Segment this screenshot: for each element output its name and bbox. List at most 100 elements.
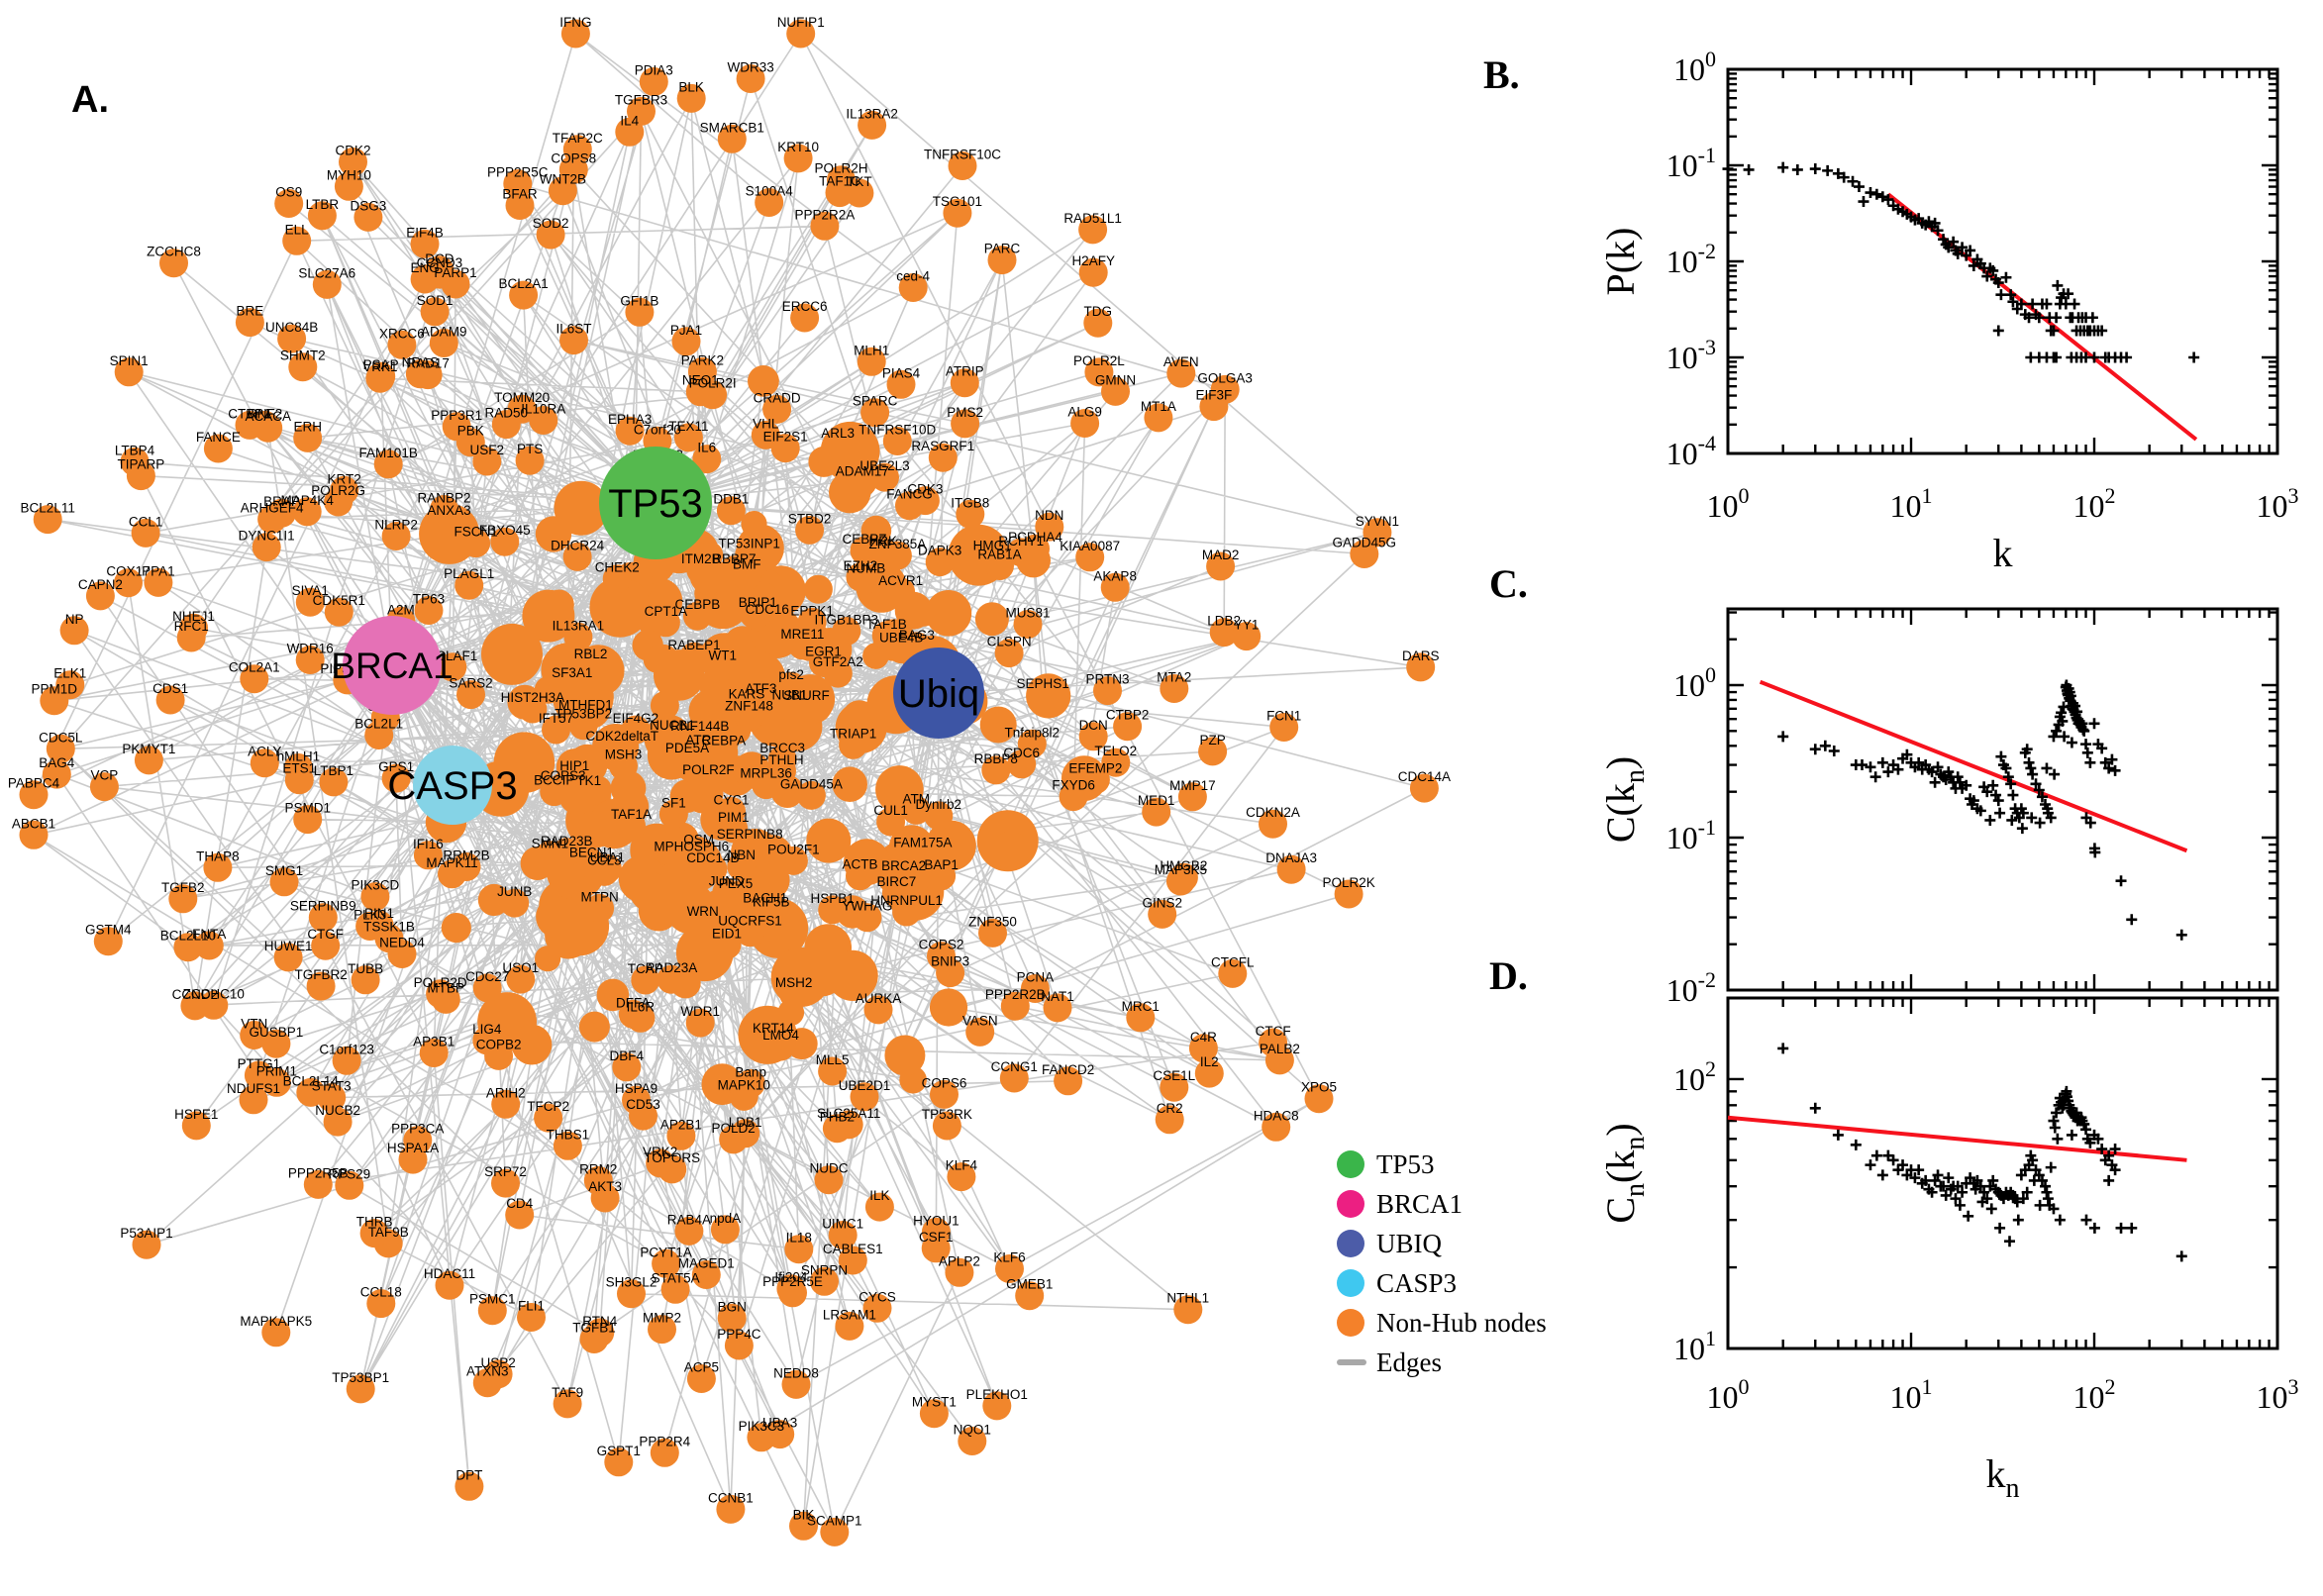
- non-hub-node: [364, 721, 394, 749]
- non-hub-node: [965, 1017, 995, 1047]
- gene-label: PLK3: [354, 908, 386, 923]
- non-hub-node: [239, 1085, 268, 1115]
- gene-label: UBE2D1: [839, 1078, 891, 1093]
- non-hub-node: [235, 308, 264, 338]
- non-hub-node: [559, 326, 588, 355]
- non-hub-node: [1070, 409, 1100, 438]
- gene-label: EIF4G2: [613, 711, 659, 726]
- gene-label: RABEP1: [667, 638, 720, 652]
- non-hub-node: [1259, 809, 1287, 839]
- gene-label: GADD45A: [780, 776, 843, 791]
- non-hub-node: [736, 64, 765, 93]
- brca1-hub-circle: [343, 616, 442, 715]
- non-hub-node: [1020, 974, 1050, 1003]
- non-hub-node: [958, 1427, 987, 1455]
- gene-label: HDAC8: [1254, 1108, 1299, 1123]
- non-hub-node: [832, 617, 861, 646]
- gene-label: ATF3: [745, 681, 776, 696]
- non-hub-node: [672, 745, 702, 774]
- non-hub-node: [307, 201, 337, 231]
- gene-label: PARK2: [681, 352, 724, 367]
- non-hub-node: [429, 329, 458, 357]
- gene-label: BAP1: [924, 857, 959, 872]
- non-hub-node: [323, 1107, 353, 1137]
- gene-label: EFEMP2: [1068, 761, 1122, 776]
- non-hub-node: [346, 1374, 375, 1404]
- gene-label: SIVA1: [292, 583, 329, 598]
- gene-label: A2M: [387, 602, 415, 617]
- gene-label: NP: [65, 612, 84, 627]
- non-hub-node: [884, 1035, 926, 1076]
- gene-label: CDK3: [907, 482, 943, 497]
- gene-label: STAT3: [312, 1079, 352, 1094]
- gene-label: TP53BP2: [555, 707, 612, 722]
- gene-label: GMEB1: [1006, 1277, 1053, 1292]
- gene-label: DBF4: [610, 1048, 645, 1063]
- scatter-points: [1722, 161, 2200, 363]
- non-hub-node: [1177, 782, 1207, 812]
- gene-label: ZNF385A: [869, 537, 927, 551]
- non-hub-node: [692, 445, 722, 474]
- gene-label: COPB2: [476, 1037, 522, 1051]
- scatter-points: [1777, 1043, 2187, 1262]
- gene-label: BIRC7: [877, 874, 917, 889]
- gene-label: SERPINB8: [717, 827, 783, 842]
- gene-label: MUS81: [1005, 606, 1050, 621]
- non-hub-node: [932, 1111, 961, 1141]
- non-hub-node: [927, 942, 956, 971]
- gene-label: XPO5: [1301, 1080, 1337, 1095]
- non-hub-node: [1276, 854, 1306, 884]
- gene-label: IL10RA: [521, 402, 565, 417]
- non-hub-node: [1015, 1281, 1045, 1311]
- gene-label: NUFIP1: [777, 15, 825, 30]
- non-hub-node: [735, 831, 764, 860]
- gene-label: NLRP2: [374, 518, 418, 533]
- gene-label: PTS: [517, 442, 543, 456]
- non-hub-node: [858, 110, 887, 140]
- non-hub-node: [180, 991, 210, 1021]
- gene-label: PEX5: [719, 876, 754, 891]
- gene-label: SH3GL2: [606, 1275, 657, 1290]
- non-hub-node: [414, 596, 444, 625]
- gene-label: TELO2: [1094, 744, 1137, 758]
- gene-label: IFT57: [539, 711, 573, 726]
- non-hub-node: [666, 1121, 696, 1150]
- non-hub-node: [827, 949, 878, 1002]
- gene-label: XRCC6: [379, 326, 425, 341]
- gene-label: Tnfaip8l2: [1005, 725, 1060, 740]
- gene-label: NTHL1: [1166, 1291, 1209, 1306]
- non-hub-node: [590, 1183, 620, 1213]
- legend-label: TP53: [1376, 1148, 1435, 1179]
- gene-label: IFI16: [413, 837, 444, 851]
- non-hub-node: [481, 623, 543, 685]
- non-hub-node: [781, 1369, 811, 1399]
- gene-label: RBL2: [574, 647, 608, 661]
- gene-label: JUND: [709, 873, 745, 888]
- non-hub-node: [1148, 899, 1177, 929]
- non-hub-node: [908, 840, 938, 869]
- non-hub-node: [284, 765, 314, 795]
- gene-label: STBD2: [788, 511, 832, 526]
- gene-label: PPM1D: [32, 682, 78, 697]
- non-hub-node: [1059, 782, 1088, 812]
- gene-label: ADAM9: [421, 325, 467, 340]
- gene-label: SRP72: [484, 1164, 527, 1179]
- gene-label: USO1: [502, 960, 539, 975]
- gene-label: TAF9B: [368, 1225, 409, 1240]
- non-hub-node: [505, 1200, 535, 1230]
- gene-label: MED1: [1138, 793, 1175, 808]
- gene-label: NUCB1: [650, 718, 695, 733]
- gene-label: PCNA: [1017, 970, 1055, 985]
- hub-node-tp53: TP53: [599, 447, 712, 559]
- gene-label: SPARC: [853, 394, 898, 409]
- gene-label: WDR1: [680, 1004, 720, 1019]
- axis-tick-label: 101: [1890, 1374, 1933, 1415]
- gene-label: NRAS: [402, 355, 440, 370]
- non-hub-node: [832, 766, 867, 802]
- non-hub-node: [927, 861, 957, 891]
- non-hub-node: [1334, 879, 1364, 909]
- gene-label: RAD23B: [541, 834, 593, 848]
- gene-label: ERH: [293, 419, 322, 434]
- y-axis-title: C(kn): [1598, 756, 1651, 843]
- gene-label: PABPC4: [8, 776, 60, 791]
